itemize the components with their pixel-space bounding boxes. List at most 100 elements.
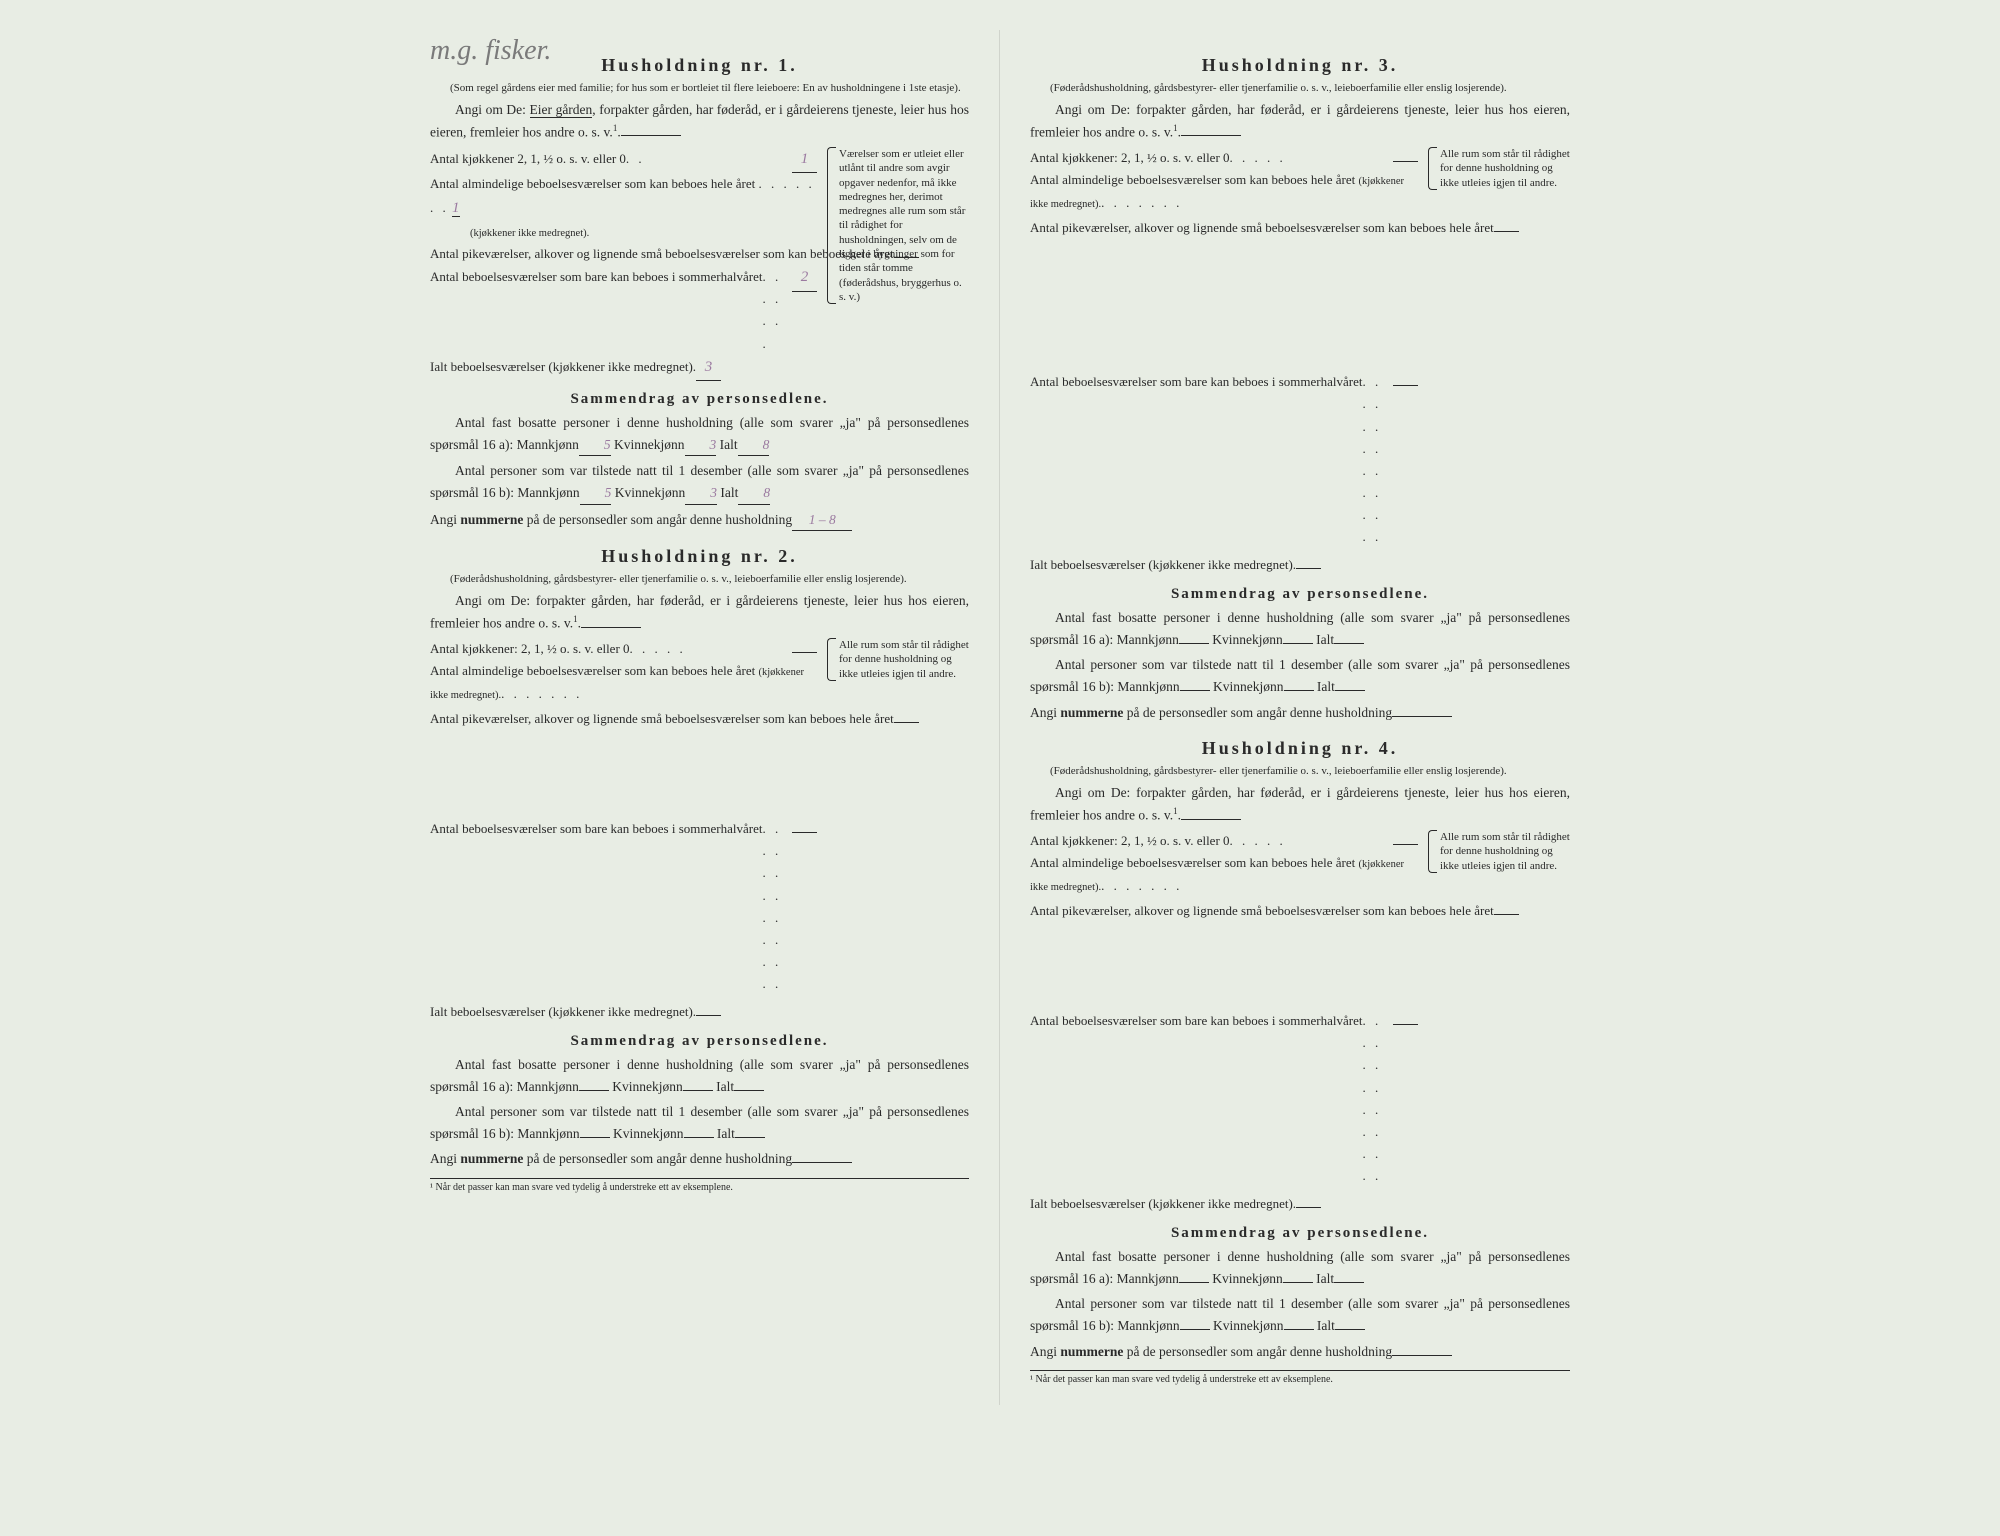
pike-label: Antal pikeværelser, alkover og lignende … (430, 243, 894, 265)
sommer-label: Antal beboelsesværelser som bare kan beb… (430, 266, 762, 288)
household-2-title: Husholdning nr. 2. (430, 546, 969, 567)
nummer-val (792, 1162, 852, 1163)
nummer-val (1392, 1355, 1452, 1356)
angi-prefix: Angi om De: (1055, 102, 1130, 117)
bosatte-m: 5 (579, 434, 611, 457)
brace-icon (1428, 830, 1437, 873)
mann-label: Mannkjønn (1117, 679, 1179, 694)
rooms-sidenote: Alle rum som står til rådighet for denne… (827, 638, 969, 681)
pike-val (894, 722, 919, 723)
ialt-label: Ialt (717, 1126, 735, 1141)
bosatte-m (579, 1090, 609, 1091)
kjokken-label: Antal kjøkkener: 2, 1, ½ o. s. v. eller … (1030, 830, 1230, 852)
ialt-val (1296, 1207, 1321, 1208)
sommer-val (1393, 385, 1418, 386)
ialt-label: Ialt beboelsesværelser (kjøkkener ikke m… (430, 1001, 696, 1023)
tilstede-2: Antal personer som var tilstede natt til… (430, 1101, 969, 1144)
rooms-sidenote: Alle rum som står til rådighet for denne… (1428, 147, 1570, 190)
bosatte-1: Antal fast bosatte personer i denne hush… (430, 412, 969, 456)
household-4-rooms: Antal kjøkkener: 2, 1, ½ o. s. v. eller … (1030, 830, 1570, 1215)
kvinne-label: Kvinnekjønn (1213, 679, 1284, 694)
almindelige-row: Antal almindelige beboelsesværelser som … (430, 173, 817, 243)
tilstede-i (1335, 690, 1365, 691)
nummer-4: Angi nummerne på de personsedler som ang… (1030, 1341, 1570, 1363)
bosatte-3: Antal fast bosatte personer i denne hush… (1030, 607, 1570, 650)
kvinne-label: Kvinnekjønn (614, 437, 685, 452)
dots: . . . . . . . . . . . . . . . . (1362, 371, 1393, 548)
mann-label: Mannkjønn (1117, 1318, 1179, 1333)
ialt-val (1296, 568, 1321, 569)
bosatte-m (1179, 1282, 1209, 1283)
kvinne-label: Kvinnekjønn (1213, 1318, 1284, 1333)
bosatte-i (1334, 643, 1364, 644)
bosatte-i: 8 (738, 434, 770, 457)
tilstede-text: Antal personer som var tilstede natt til… (1030, 1296, 1570, 1333)
nummer-1: Angi nummerne på de personsedler som ang… (430, 509, 969, 532)
bosatte-4: Antal fast bosatte personer i denne hush… (1030, 1246, 1570, 1289)
angi-prefix: Angi om De: (455, 102, 526, 117)
rooms-left: Antal kjøkkener: 2, 1, ½ o. s. v. eller … (430, 638, 817, 1023)
bosatte-text: Antal fast bosatte personer i denne hush… (1030, 610, 1570, 647)
sommer-label: Antal beboelsesværelser som bare kan beb… (430, 818, 762, 840)
ialt-label: Ialt (1316, 632, 1334, 647)
brace-icon (827, 638, 836, 681)
nummer-val: 1 – 8 (792, 509, 852, 532)
bosatte-text: Antal fast bosatte personer i denne hush… (430, 1057, 969, 1094)
bosatte-m (1179, 643, 1209, 644)
sammendrag-1-title: Sammendrag av personsedlene. (430, 391, 969, 408)
ialt-label: Ialt (1317, 679, 1335, 694)
kjokken-label: Antal kjøkkener 2, 1, ½ o. s. v. eller 0 (430, 148, 626, 170)
rooms-left: Antal kjøkkener: 2, 1, ½ o. s. v. eller … (1030, 147, 1418, 576)
footnote-left: ¹ Når det passer kan man svare ved tydel… (430, 1178, 969, 1193)
handwritten-note: m.g. fisker. (430, 35, 551, 67)
bosatte-k (1283, 643, 1313, 644)
mann-label: Mannkjønn (517, 1079, 579, 1094)
dots: . . . . . . . (1101, 878, 1182, 893)
kvinne-label: Kvinnekjønn (613, 1126, 684, 1141)
sommer-val (1393, 1024, 1418, 1025)
household-3-angi: Angi om De: forpakter gården, har føderå… (1030, 99, 1570, 143)
nummer-label: Angi nummerne på de personsedler som ang… (1030, 1344, 1392, 1359)
pike-label: Antal pikeværelser, alkover og lignende … (430, 708, 894, 730)
nummer-2: Angi nummerne på de personsedler som ang… (430, 1148, 969, 1170)
document-spread: m.g. fisker. Husholdning nr. 1. (Som reg… (400, 30, 1600, 1405)
almindelige-label: Antal almindelige beboelsesværelser som … (430, 176, 755, 191)
household-1-rooms: Antal kjøkkener 2, 1, ½ o. s. v. eller 0… (430, 147, 969, 381)
sammendrag-4-title: Sammendrag av personsedlene. (1030, 1225, 1570, 1242)
angi-blank (621, 135, 681, 136)
household-1-subnote: (Som regel gårdens eier med familie; for… (430, 81, 969, 95)
dots: . . . . . (630, 638, 792, 660)
mann-label: Mannkjønn (517, 437, 579, 452)
tilstede-m (580, 1137, 610, 1138)
nummer-label: Angi nummerne på de personsedler som ang… (1030, 705, 1392, 720)
sammendrag-2-title: Sammendrag av personsedlene. (430, 1033, 969, 1050)
mann-label: Mannkjønn (1117, 632, 1179, 647)
sidenote-text: Alle rum som står til rådighet for denne… (1440, 148, 1570, 189)
dots: . . . . . . . (762, 266, 792, 354)
nummer-label: Angi nummerne på de personsedler som ang… (430, 1151, 792, 1166)
bosatte-k: 3 (685, 434, 717, 457)
kjokken-val (1393, 844, 1418, 845)
brace-icon (1428, 147, 1437, 190)
tilstede-1: Antal personer som var tilstede natt til… (430, 460, 969, 504)
tilstede-3: Antal personer som var tilstede natt til… (1030, 654, 1570, 697)
footnote-right: ¹ Når det passer kan man svare ved tydel… (1030, 1370, 1570, 1385)
pike-val (1494, 231, 1519, 232)
sommer-label: Antal beboelsesværelser som bare kan beb… (1030, 1010, 1362, 1032)
household-1-angi: Angi om De: Eier gården, forpakter gårde… (430, 99, 969, 143)
kvinne-label: Kvinnekjønn (1212, 1271, 1283, 1286)
ialt-label: Ialt beboelsesværelser (kjøkkener ikke m… (1030, 1193, 1296, 1215)
dots: . . . . . (1230, 830, 1393, 852)
rooms-left: Antal kjøkkener 2, 1, ½ o. s. v. eller 0… (430, 147, 817, 381)
dots: . . . . . (1230, 147, 1393, 169)
dots: . . (626, 148, 792, 170)
dots: . . . . . . . (501, 686, 582, 701)
bosatte-text: Antal fast bosatte personer i denne hush… (1030, 1249, 1570, 1286)
kvinne-label: Kvinnekjønn (1212, 632, 1283, 647)
pike-label: Antal pikeværelser, alkover og lignende … (1030, 900, 1494, 922)
angi-blank (581, 627, 641, 628)
tilstede-i (735, 1137, 765, 1138)
tilstede-k (1284, 1329, 1314, 1330)
angi-prefix: Angi om De: (1055, 785, 1130, 800)
sommer-val (792, 832, 817, 833)
